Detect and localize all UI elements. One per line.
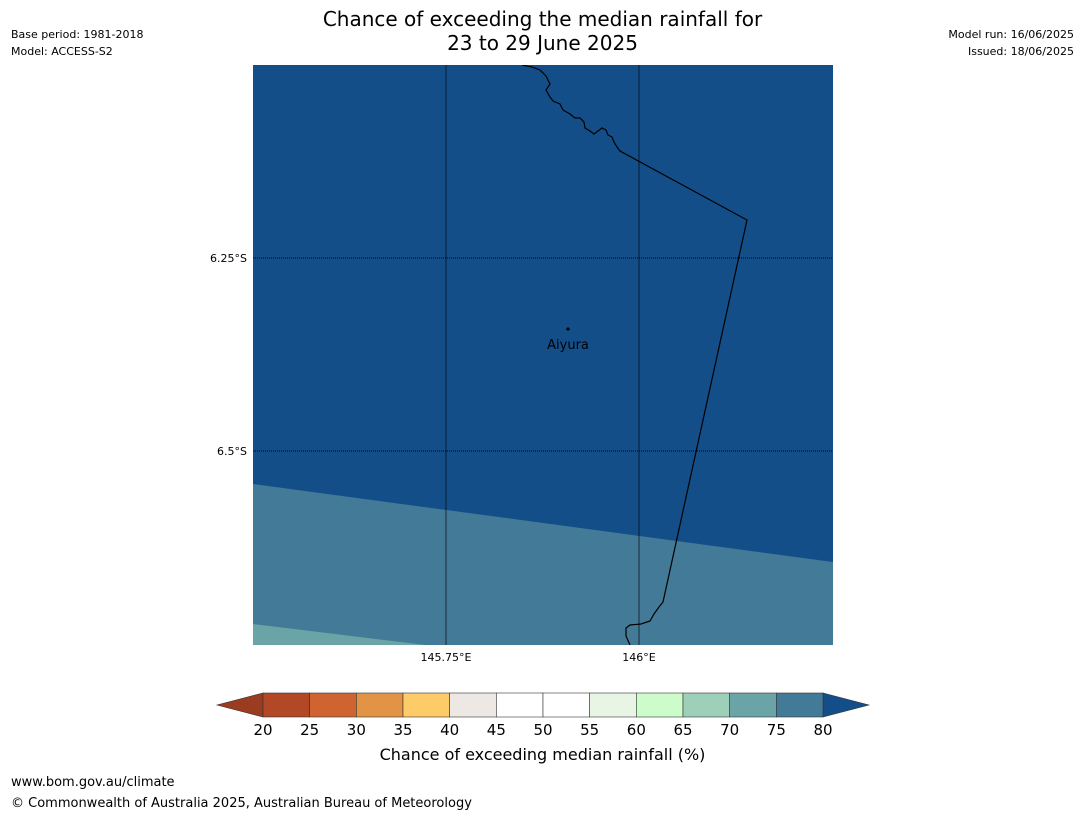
colorbar-cell (402, 692, 450, 718)
colorbar-tick-label: 45 (487, 721, 506, 739)
colorbar-tick-label: 80 (813, 721, 832, 739)
issued-text: Issued: 18/06/2025 (967, 45, 1074, 58)
colorbar-cell (496, 692, 544, 718)
title-line-1: Chance of exceeding the median rainfall … (322, 7, 763, 31)
place-label: Aiyura (547, 338, 589, 353)
colorbar-over-triangle (822, 692, 871, 718)
colorbar-under-triangle (215, 692, 264, 718)
colorbar-cell (449, 692, 497, 718)
colorbar-tick-label: 25 (300, 721, 319, 739)
base-period-text: Base period: 1981-2018 (11, 28, 144, 41)
colorbar-cell (356, 692, 404, 718)
province-boundary (521, 65, 748, 645)
colorbar-tick-label: 40 (440, 721, 459, 739)
chart-title: Chance of exceeding the median rainfall … (0, 7, 1085, 55)
colorbar: 20 25 30 35 40 45 50 55 60 65 70 75 80 (215, 692, 871, 739)
meta-left: Base period: 1981-2018 Model: ACCESS-S2 (11, 26, 143, 60)
colorbar-cell (776, 692, 824, 718)
colorbar-label: Chance of exceeding median rainfall (%) (379, 745, 706, 764)
model-run-text: Model run: 16/06/2025 (948, 28, 1074, 41)
colorbar-cell (682, 692, 730, 718)
colorbar-tick-label: 30 (347, 721, 366, 739)
place-marker-dot (566, 327, 570, 331)
probability-band-70-75 (253, 624, 426, 645)
footer-copyright: © Commonwealth of Australia 2025, Austra… (11, 796, 472, 811)
colorbar-tick-label: 20 (253, 721, 272, 739)
lat-label-6-5: 6.5°S (217, 445, 247, 458)
lat-label-6-25: 6.25°S (210, 252, 247, 265)
colorbar-cell (309, 692, 357, 718)
colorbar-cell (262, 692, 310, 718)
colorbar-cell (636, 692, 684, 718)
map-area (253, 65, 833, 645)
colorbar-tick-label: 75 (767, 721, 786, 739)
colorbar-tick-label: 50 (533, 721, 552, 739)
model-text: Model: ACCESS-S2 (11, 45, 113, 58)
title-line-2: 23 to 29 June 2025 (447, 31, 638, 55)
colorbar-cell (729, 692, 777, 718)
colorbar-cell (589, 692, 637, 718)
meta-right: Model run: 16/06/2025 Issued: 18/06/2025 (948, 26, 1074, 60)
colorbar-tick-label: 65 (673, 721, 692, 739)
colorbar-tick-label: 70 (720, 721, 739, 739)
lon-label-145-75: 145.75°E (421, 651, 472, 664)
colorbar-tick-label: 35 (393, 721, 412, 739)
lon-label-146: 146°E (622, 651, 655, 664)
footer-url[interactable]: www.bom.gov.au/climate (11, 775, 175, 790)
colorbar-tick-label: 55 (580, 721, 599, 739)
colorbar-cell (542, 692, 590, 718)
colorbar-tick-label: 60 (627, 721, 646, 739)
probability-band-75-80 (253, 484, 833, 645)
